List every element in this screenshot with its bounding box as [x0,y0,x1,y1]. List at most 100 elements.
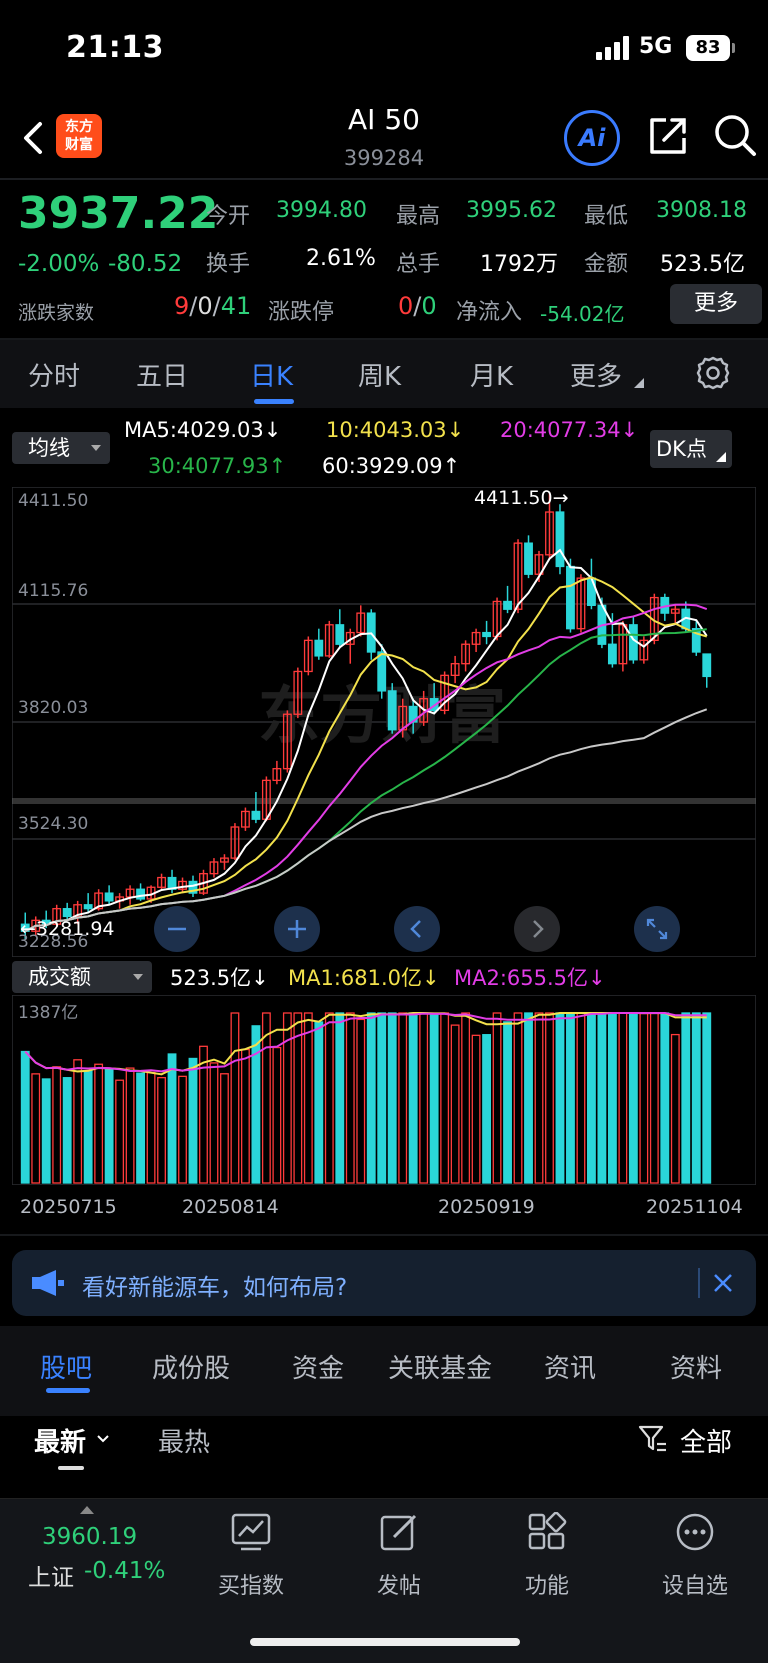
filter-icon[interactable] [638,1424,668,1454]
candle-body [251,810,261,820]
netflow-value: -54.02亿 [540,302,625,326]
tab-constituents[interactable]: 成份股 [152,1354,231,1384]
min-marker: ←3281.94 [20,918,115,940]
breadth-down: 41 [220,292,252,320]
volume-bar [566,1012,575,1184]
volume-bar [618,1012,628,1184]
sort-latest[interactable]: 最新 [34,1428,87,1458]
breadth-sep2: / [212,292,221,320]
volume-bar [670,1033,680,1184]
index-pct[interactable]: -0.41% [84,1558,166,1584]
settings-icon[interactable] [696,356,730,390]
info-tabs [0,1326,768,1416]
y-label-2: 4115.76 [18,581,89,601]
status-bar: 21:13 5G 83 [0,0,768,95]
volume-bar [408,1012,418,1184]
battery-icon: 83 [686,35,735,61]
sort-hot[interactable]: 最热 [158,1428,211,1458]
ma20-line [24,603,708,933]
ma5-value: MA5:4029.03↓ [124,418,282,442]
tab-five-day[interactable]: 五日 [136,362,189,392]
more-button[interactable]: 更多 [670,284,762,324]
ma-select[interactable]: 均线 [12,432,110,464]
limit-value: 0/0 [398,292,437,320]
volume-bar [220,1073,229,1184]
breadth-value: 9/0/41 [174,292,251,320]
candle-body [545,511,554,556]
candle-body [83,904,93,910]
expand-icon [646,918,668,940]
ai-button[interactable]: Ai [564,110,620,166]
volume-bar [251,1025,261,1184]
volume-bar [20,1050,30,1184]
tab-profile[interactable]: 资料 [670,1354,723,1384]
candle-body [503,600,512,610]
volume-bar [398,1012,408,1184]
volume-bar [555,1012,565,1184]
volume-value: 1792万 [480,252,558,277]
netflow-label: 净流入 [456,300,523,325]
tab-news[interactable]: 资讯 [544,1354,597,1384]
caret-up-icon[interactable] [80,1506,94,1514]
fullscreen-button[interactable] [634,906,680,952]
volume-bar [157,1076,166,1184]
dk-corner-icon [716,452,726,462]
volume-bar [702,1012,712,1184]
nav-functions[interactable]: 功能 [482,1511,612,1599]
search-icon[interactable] [712,112,758,158]
nav-watchlist[interactable]: 设自选 [630,1512,760,1599]
tab-forum[interactable]: 股吧 [40,1354,93,1384]
tab-more[interactable]: 更多 [570,362,623,392]
kline-chart[interactable]: 东方财富 [12,487,756,957]
amount-value: 523.5亿 [660,252,745,277]
banner-text[interactable]: 看好新能源车，如何布局? [82,1275,348,1301]
volume-bar [450,1024,460,1184]
volume-bar [62,1077,72,1184]
amount-label: 金额 [584,252,629,277]
chevron-down-icon[interactable] [96,1434,110,1444]
volume-bar [324,1012,334,1184]
back-icon[interactable] [18,118,48,158]
scroll-left-button[interactable] [394,906,440,952]
volume-bar [303,1012,313,1184]
volume-bar [178,1075,187,1184]
scroll-right-button[interactable] [514,906,560,952]
volume-bar [136,1072,146,1184]
close-icon[interactable] [712,1272,734,1294]
share-icon[interactable] [646,114,690,158]
volume-bar [377,1012,387,1184]
tab-monthly-k[interactable]: 月K [470,362,514,392]
index-value[interactable]: 3960.19 [42,1524,138,1550]
nav-buy-index[interactable]: 买指数 [186,1512,316,1599]
volume-chart[interactable] [12,995,756,1185]
tab-daily-k[interactable]: 日K [250,362,294,392]
volume-bar [628,1012,638,1184]
y-label-bottom: 3228.56 [18,932,89,952]
promo-banner[interactable] [12,1250,756,1316]
candle-body [94,892,104,910]
tab-funds-flow[interactable]: 资金 [292,1354,345,1384]
more-corner-icon [634,378,644,388]
volume-bar [649,1012,659,1184]
volume-bar [293,1012,303,1184]
volume-bar [597,1012,607,1184]
tab-weekly-k[interactable]: 周K [358,362,402,392]
change-abs: -80.52 [108,251,183,277]
banner-divider [698,1268,700,1298]
candle-body [62,908,72,918]
zoom-in-button[interactable] [274,906,320,952]
dk-point-button[interactable]: DK点 [650,430,732,468]
app-logo[interactable]: 东方 财富 [56,114,102,158]
volume-select[interactable]: 成交额 [12,961,152,993]
tab-intraday[interactable]: 分时 [28,362,81,392]
candle-body [282,713,292,770]
nav-post[interactable]: 发帖 [334,1512,464,1599]
volume-bar [272,1046,282,1184]
zoom-out-button[interactable] [154,906,200,952]
limit-sep: / [413,292,422,320]
index-name[interactable]: 上证 [28,1565,74,1591]
tab-related-funds[interactable]: 关联基金 [388,1354,493,1384]
candle-body [524,542,533,575]
filter-all[interactable]: 全部 [680,1428,733,1458]
candle-body [136,888,146,900]
